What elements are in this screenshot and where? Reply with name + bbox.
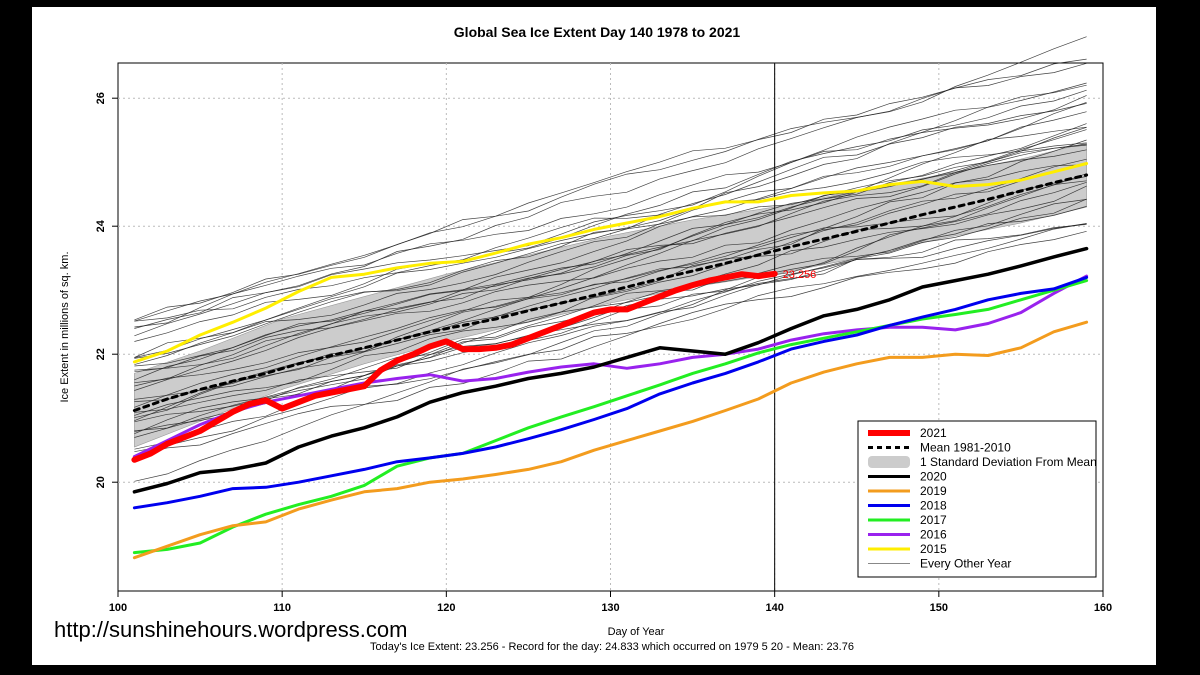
x-tick-label: 160 xyxy=(1094,602,1112,614)
series-line-2016 xyxy=(132,274,1089,459)
y-axis-label: Ice Extent in millions of sq. km. xyxy=(59,252,71,403)
legend-label: 2020 xyxy=(920,470,947,484)
x-tick-label: 120 xyxy=(437,602,455,614)
every-other-year-line xyxy=(134,185,1087,416)
every-other-year-line xyxy=(134,139,1087,435)
every-other-year-line xyxy=(134,163,1087,387)
every-other-year-line xyxy=(134,126,1087,381)
every-other-year-line xyxy=(134,164,1087,373)
series-line-2018 xyxy=(132,275,1089,510)
series-line-2019 xyxy=(132,320,1089,560)
every-other-year-line xyxy=(134,142,1087,322)
every-other-year-line xyxy=(134,176,1087,482)
legend-label: 2015 xyxy=(920,542,947,556)
every-other-year-line xyxy=(134,84,1087,358)
every-other-year-line xyxy=(134,111,1087,365)
sea-ice-chart: Global Sea Ice Extent Day 140 1978 to 20… xyxy=(54,24,1112,653)
x-tick-label: 130 xyxy=(601,602,619,614)
website-url: http://sunshinehours.wordpress.com xyxy=(54,617,407,642)
series-line-2015 xyxy=(132,162,1089,364)
current-value-label: 23.256 xyxy=(783,269,817,281)
legend-label: 1 Standard Deviation From Mean xyxy=(920,455,1097,469)
series-line-2021 xyxy=(131,270,778,463)
legend-label: 2017 xyxy=(920,513,947,527)
legend-swatch xyxy=(868,456,910,468)
every-other-year-line xyxy=(134,143,1087,358)
std-deviation-band xyxy=(134,142,1087,448)
series-line-2017 xyxy=(132,279,1089,555)
y-tick-label: 20 xyxy=(95,476,107,488)
x-tick-label: 140 xyxy=(765,602,783,614)
every-other-year-line xyxy=(134,224,1087,432)
chart-panel: Global Sea Ice Extent Day 140 1978 to 20… xyxy=(32,7,1156,665)
y-tick-label: 22 xyxy=(95,348,107,360)
every-other-year-line xyxy=(134,95,1087,322)
x-axis-label: Day of Year xyxy=(608,626,665,638)
every-other-year-line xyxy=(134,123,1087,419)
y-tick-label: 26 xyxy=(95,92,107,104)
every-other-year-line xyxy=(134,62,1087,329)
every-other-year-line xyxy=(134,158,1087,400)
x-tick-label: 110 xyxy=(273,602,291,614)
every-other-year-line xyxy=(134,173,1087,408)
every-other-year-line xyxy=(134,230,1087,457)
every-other-year-line xyxy=(134,82,1087,337)
every-other-year-line xyxy=(134,223,1087,453)
legend-label: 2016 xyxy=(920,528,947,542)
x-tick-label: 150 xyxy=(930,602,948,614)
legend-label: Every Other Year xyxy=(920,557,1011,571)
y-tick-label: 24 xyxy=(95,219,107,232)
every-other-year-line xyxy=(134,144,1087,371)
chart-title: Global Sea Ice Extent Day 140 1978 to 20… xyxy=(454,24,741,40)
every-other-year-line xyxy=(134,223,1087,423)
legend-label: 2019 xyxy=(920,484,947,498)
every-other-year-line xyxy=(134,149,1087,367)
legend-label: 2018 xyxy=(920,499,947,513)
x-tick-label: 100 xyxy=(109,602,127,614)
stats-line: Today's Ice Extent: 23.256 - Record for … xyxy=(370,641,854,653)
series-line-mean-1981-2010 xyxy=(132,173,1089,412)
every-other-year-line xyxy=(134,58,1087,328)
series-line-2020 xyxy=(132,246,1089,494)
legend-label: Mean 1981-2010 xyxy=(920,441,1011,455)
every-other-year-line xyxy=(134,89,1087,342)
legend-label: 2021 xyxy=(920,426,947,440)
